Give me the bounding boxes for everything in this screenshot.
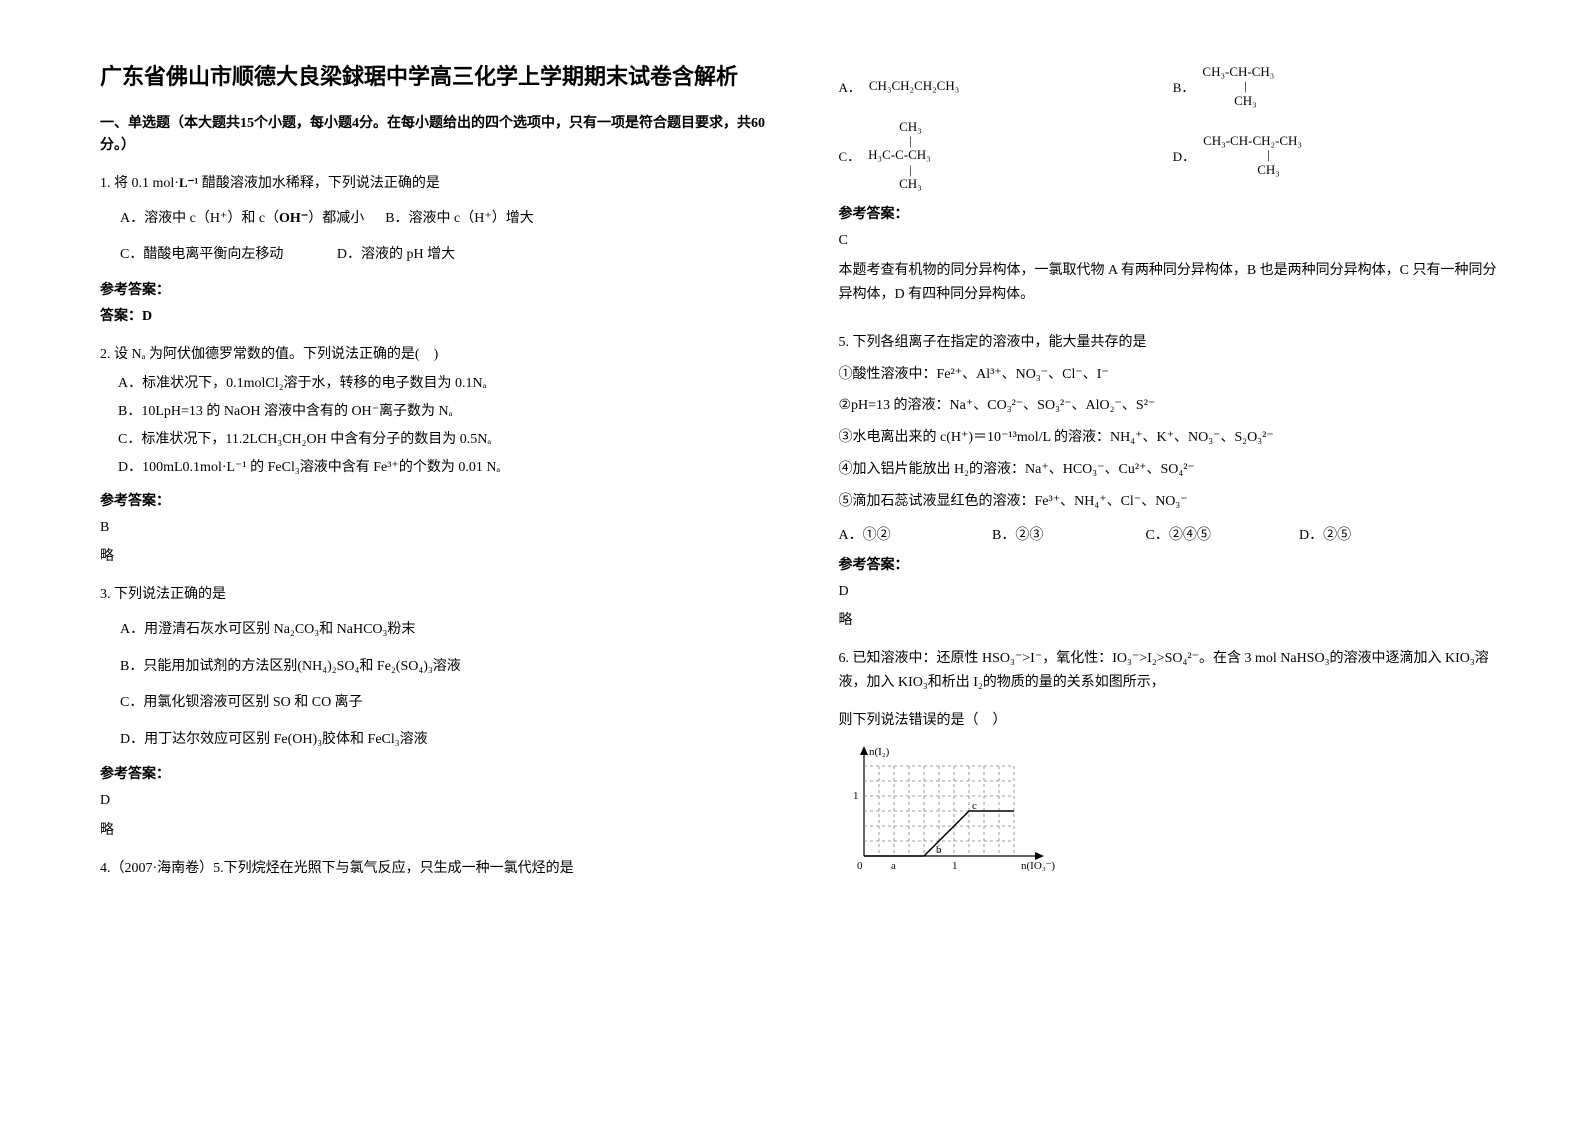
q5-answer: D (839, 580, 1508, 604)
q3-answer: D (100, 789, 769, 813)
graph-pt-c: c (972, 800, 977, 812)
graph-x-tick: 1 (952, 860, 958, 871)
q1-stem-b: 醋酸溶液加水稀释，下列说法正确的是 (198, 176, 440, 191)
q1-stem-a: 1. 将 0.1 mol· (100, 176, 179, 191)
graph-origin: 0 (857, 860, 863, 871)
question-6-stem2: 则下列说法错误的是（ ） (839, 709, 1508, 733)
q1-answer-label: 参考答案： (100, 279, 769, 299)
q4-opt-a: A． CH₃CH₂CH₂CH₃ (839, 65, 1173, 108)
graph-pt-b: b (936, 844, 942, 856)
question-5-stem: 5. 下列各组离子在指定的溶液中，能大量共存的是 (839, 331, 1508, 355)
document-title: 广东省佛山市顺德大良梁銶琚中学高三化学上学期期末试卷含解析 (100, 60, 769, 93)
question-2-stem: 2. 设 Nₐ 为阿伏伽德罗常数的值。下列说法正确的是( ) (100, 343, 769, 367)
q1-options-row2: C．醋酸电离平衡向左移动 D．溶液的 pH 增大 (100, 242, 769, 269)
q5-line4: ④加入铝片能放出 H₂的溶液：Na⁺、HCO₃⁻、Cu²⁺、SO₄²⁻ (839, 458, 1508, 482)
q5-line5: ⑤滴加石蕊试液显红色的溶液：Fe³⁺、NH₄⁺、Cl⁻、NO₃⁻ (839, 490, 1508, 514)
q5-opt-b: B．②③ (992, 524, 1142, 544)
graph-y-tick: 1 (853, 790, 859, 802)
q1-opt-d: D．溶液的 pH 增大 (337, 242, 455, 269)
q5-options: A．①② B．②③ C．②④⑤ D．②⑤ (839, 524, 1508, 544)
q3-opt-a: A．用澄清石灰水可区别 Na₂CO₃和 NaHCO₃粉末 (100, 617, 769, 644)
q4-explain: 本题考查有机物的同分异构体，一氯取代物 A 有两种同分异构体，B 也是两种同分异… (839, 259, 1508, 307)
q1-opt-b: B．溶液中 c（H⁺）增大 (385, 211, 534, 226)
graph-x-label: n(IO₃⁻) (1021, 860, 1055, 871)
graph-y-label: n(I₂) (869, 746, 890, 758)
q3-opt-c: C．用氯化钡溶液可区别 SO 和 CO 离子 (100, 690, 769, 717)
q4-options: A． CH₃CH₂CH₂CH₃ B． CH₃-CH-CH₃ | CH₃ C． C… (839, 65, 1508, 191)
q4-opt-d: D． CH₃-CH-CH₂-CH₃ | CH₃ (1173, 120, 1507, 191)
q4-opt-c: C． CH₃ | H₃C-C-CH₃ | CH₃ (839, 120, 1173, 191)
question-4-stem: 4.（2007·海南卷）5.下列烷烃在光照下与氯气反应，只生成一种一氯代烃的是 (100, 857, 769, 881)
q2-slight: 略 (100, 545, 769, 569)
q1-options-row1: A．溶液中 c（H⁺）和 c（OH⁻）都减小 B．溶液中 c（H⁺）增大 (100, 206, 769, 233)
q5-line2: ②pH=13 的溶液：Na⁺、CO₃²⁻、SO₃²⁻、AlO₂⁻、S²⁻ (839, 394, 1508, 418)
q3-slight: 略 (100, 819, 769, 843)
q2-opt-c: C．标准状况下，11.2LCH₃CH₂OH 中含有分子的数目为 0.5Nₐ (118, 428, 769, 452)
q5-opt-c: C．②④⑤ (1146, 524, 1296, 544)
q4-answer-label: 参考答案： (839, 203, 1508, 223)
q2-opt-b: B．10LpH=13 的 NaOH 溶液中含有的 OH⁻离子数为 Nₐ (118, 400, 769, 424)
q4-opt-b: B． CH₃-CH-CH₃ | CH₃ (1173, 65, 1507, 108)
question-3-stem: 3. 下列说法正确的是 (100, 583, 769, 607)
q2-opt-a: A．标准状况下，0.1molCl₂溶于水，转移的电子数目为 0.1Nₐ (118, 372, 769, 396)
q1-unit-img: L⁻¹ (179, 176, 198, 190)
q1-opt-c: C．醋酸电离平衡向左移动 (120, 242, 283, 269)
q1-opt-a: A．溶液中 c（H⁺）和 c（OH⁻）都减小 (120, 211, 364, 226)
question-1-stem: 1. 将 0.1 mol·L⁻¹ 醋酸溶液加水稀释，下列说法正确的是 (100, 172, 769, 196)
section-header: 一、单选题（本大题共15个小题，每小题4分。在每小题给出的四个选项中，只有一项是… (100, 113, 769, 158)
q3-opt-b: B．只能用加试剂的方法区别(NH₄)₂SO₄和 Fe₂(SO₄)₃溶液 (100, 654, 769, 681)
q5-line3: ③水电离出来的 c(H⁺)＝10⁻¹³mol/L 的溶液：NH₄⁺、K⁺、NO₃… (839, 426, 1508, 450)
q5-answer-label: 参考答案： (839, 554, 1508, 574)
q6-graph: n(I₂) n(IO₃⁻) 1 1 0 a b c (839, 741, 1508, 876)
q5-opt-d: D．②⑤ (1299, 524, 1449, 544)
q3-answer-label: 参考答案： (100, 763, 769, 783)
q1-answer: 答案：D (100, 305, 769, 329)
q2-answer-label: 参考答案： (100, 490, 769, 510)
q5-line1: ①酸性溶液中：Fe²⁺、Al³⁺、NO₃⁻、Cl⁻、I⁻ (839, 363, 1508, 387)
graph-pt-a: a (891, 860, 896, 871)
q5-opt-a: A．①② (839, 524, 989, 544)
question-6-stem1: 6. 已知溶液中：还原性 HSO₃⁻>I⁻，氧化性：IO₃⁻>I₂>SO₄²⁻。… (839, 647, 1508, 695)
q3-opt-d: D．用丁达尔效应可区别 Fe(OH)₃胶体和 FeCl₃溶液 (100, 727, 769, 754)
q2-opt-d: D．100mL0.1mol·L⁻¹ 的 FeCl₃溶液中含有 Fe³⁺的个数为 … (118, 456, 769, 480)
q5-slight: 略 (839, 609, 1508, 633)
q4-answer: C (839, 229, 1508, 253)
q2-answer: B (100, 516, 769, 540)
